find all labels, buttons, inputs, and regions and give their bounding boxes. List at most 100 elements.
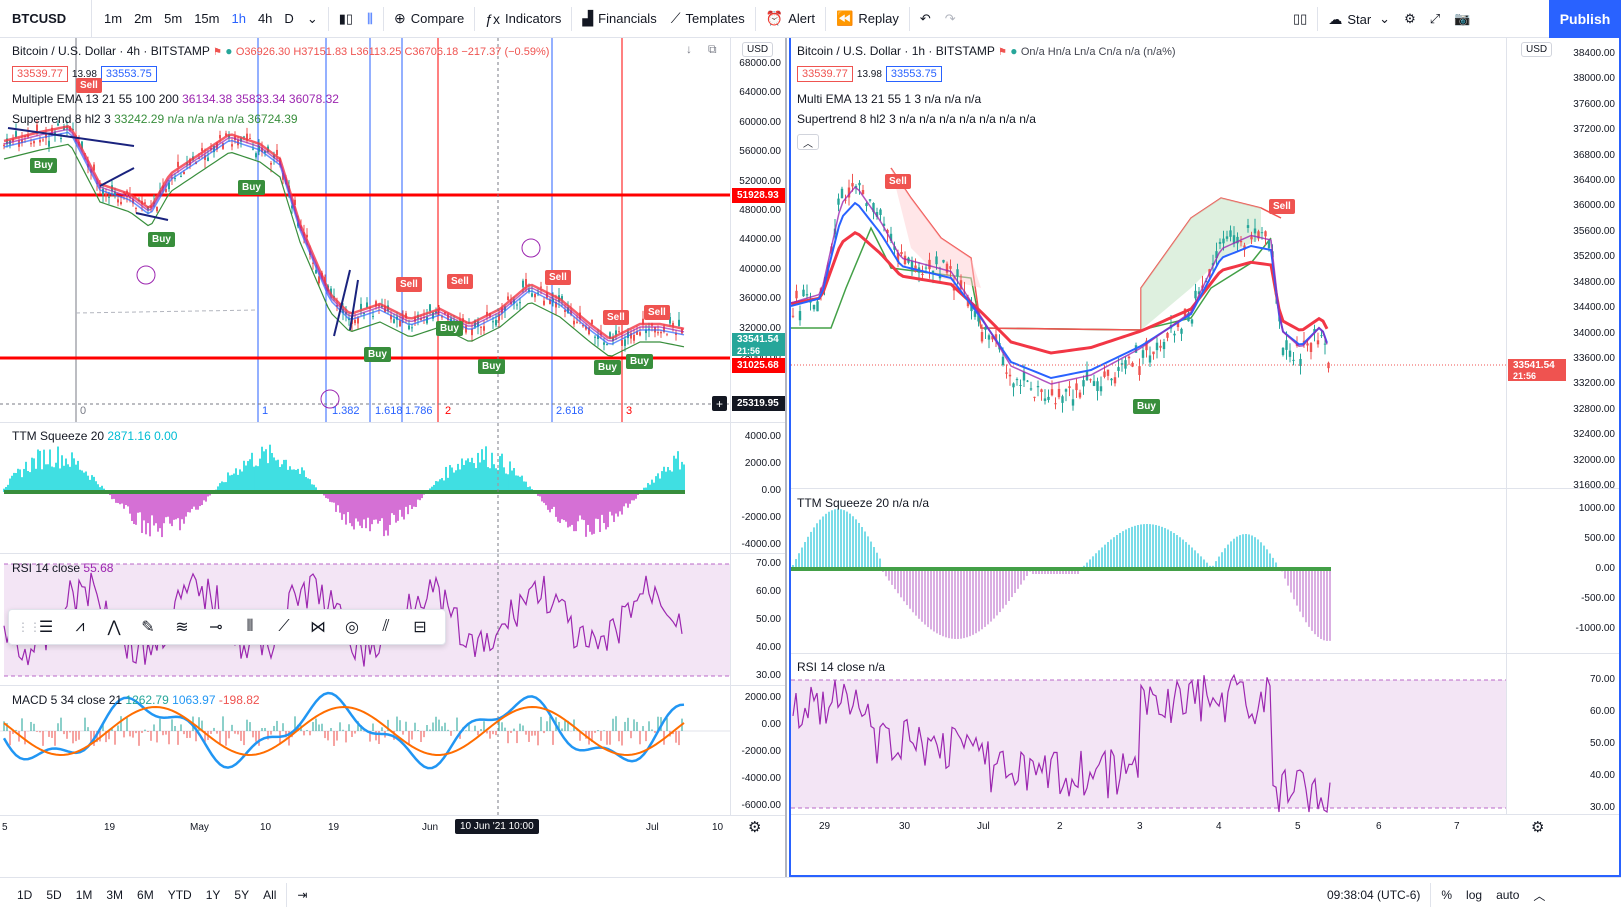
symbol-search[interactable]: BTCUSD bbox=[0, 0, 92, 38]
trend-line-icon[interactable]: ⟋ bbox=[278, 618, 290, 635]
left-macd-legend[interactable]: MACD 5 34 close 21 1262.79 1063.97 -198.… bbox=[12, 693, 260, 707]
alert-button[interactable]: ⏰ Alert bbox=[759, 0, 822, 38]
maximize-icon[interactable]: ⧉ bbox=[708, 42, 717, 56]
range-5y[interactable]: 5Y bbox=[234, 887, 250, 902]
right-bid-price[interactable]: 33539.77 bbox=[797, 66, 853, 82]
trend-line[interactable] bbox=[333, 269, 351, 337]
gear-icon[interactable]: ⚙ bbox=[1404, 11, 1416, 26]
templates-button[interactable]: ⟋ Templates bbox=[664, 0, 752, 38]
range-1y[interactable]: 1Y bbox=[205, 887, 221, 902]
parallel-channel-icon[interactable]: ⫽ bbox=[382, 618, 390, 635]
range-all[interactable]: All bbox=[263, 887, 277, 902]
elliott-wave-icon[interactable]: ⩘ bbox=[75, 618, 85, 635]
interval-1m[interactable]: 1m bbox=[104, 11, 123, 26]
range-5d[interactable]: 5D bbox=[46, 887, 62, 902]
trend-line[interactable] bbox=[349, 279, 359, 331]
publish-button[interactable]: Publish bbox=[1549, 0, 1621, 38]
financials-button[interactable]: ▟ Financials bbox=[575, 0, 663, 38]
horizontal-lines-icon[interactable]: ☰ bbox=[38, 619, 54, 636]
fib-retracement-icon[interactable]: ≋ bbox=[175, 619, 189, 636]
trend-line[interactable] bbox=[7, 127, 135, 147]
chevron-up-icon[interactable]: ︿ bbox=[1533, 888, 1546, 903]
range-1d[interactable]: 1D bbox=[17, 887, 33, 902]
interval-D[interactable]: D bbox=[284, 11, 294, 26]
collapse-legend-chevron-up-icon[interactable]: ︿ bbox=[797, 134, 819, 150]
replay-button[interactable]: ⏪ Replay bbox=[829, 0, 906, 38]
range-ytd[interactable]: YTD bbox=[167, 887, 192, 902]
clock-time[interactable]: 09:38:04 (UTC-6) bbox=[1327, 888, 1421, 902]
left-main-pane[interactable] bbox=[0, 38, 730, 423]
bar-style-icon[interactable]: ▮▯ bbox=[338, 10, 354, 26]
left-symbol-title[interactable]: Bitcoin / U.S. Dollar · 4h · BITSTAMP bbox=[12, 44, 210, 58]
left-rsi-legend[interactable]: RSI 14 close 55.68 bbox=[12, 561, 113, 575]
interval-1h[interactable]: 1h bbox=[231, 11, 246, 26]
left-currency-select[interactable]: USD bbox=[742, 42, 774, 57]
xabcd-pattern-icon[interactable]: ⋈ bbox=[310, 619, 326, 636]
drag-handle-icon[interactable]: ⋮⋮ bbox=[17, 620, 41, 634]
left-axis-settings-gear-icon[interactable]: ⚙ bbox=[748, 819, 762, 836]
interval-dropdown-icon[interactable]: ⌄ bbox=[306, 10, 318, 26]
right-symbol-title[interactable]: Bitcoin / U.S. Dollar · 1h · BITSTAMP bbox=[797, 44, 995, 58]
right-price-axis[interactable]: 38400.00 38000.00 37600.00 37200.00 36800.00… bbox=[1506, 38, 1619, 491]
candles-icon[interactable]: ⫼ bbox=[367, 10, 374, 26]
fullscreen-icon[interactable]: ⤢ bbox=[1429, 11, 1441, 26]
left-bid-price[interactable]: 33539.77 bbox=[12, 66, 68, 82]
right-st-legend[interactable]: Supertrend 8 hl2 3 n/a n/a n/a n/a n/a n… bbox=[797, 112, 1036, 126]
auto-toggle[interactable]: auto bbox=[1496, 888, 1520, 902]
camera-icon[interactable]: 📷 bbox=[1454, 11, 1471, 26]
interval-2m[interactable]: 2m bbox=[134, 11, 153, 26]
right-currency-select[interactable]: USD bbox=[1521, 42, 1553, 57]
left-macd-axis[interactable]: 2000.00 0.00 -2000.00 -4000.00 -6000.00 bbox=[730, 686, 785, 816]
right-ttm-axis[interactable]: 1000.00 500.00 0.00 -500.00 -1000.00 bbox=[1506, 489, 1619, 653]
arrow-down-icon[interactable]: ↓ bbox=[686, 42, 692, 56]
right-ema-legend[interactable]: Multi EMA 13 21 55 1 3 n/a n/a n/a bbox=[797, 92, 981, 106]
right-ttm-legend[interactable]: TTM Squeeze 20 n/a n/a bbox=[797, 496, 929, 510]
plus-icon[interactable]: + bbox=[712, 396, 727, 411]
wave-circle[interactable] bbox=[136, 265, 156, 285]
right-axis-settings-gear-icon[interactable]: ⚙ bbox=[1531, 819, 1545, 836]
interval-4h[interactable]: 4h bbox=[257, 11, 273, 26]
range-1m[interactable]: 1M bbox=[75, 887, 93, 902]
right-ask-price[interactable]: 33553.75 bbox=[885, 66, 942, 82]
left-macd-pane[interactable] bbox=[0, 686, 730, 816]
bars-pattern-icon[interactable]: ⫴ bbox=[246, 618, 254, 635]
date-range-icon[interactable]: ⇥ bbox=[297, 887, 308, 902]
range-6m[interactable]: 6M bbox=[137, 887, 154, 902]
left-ema-legend[interactable]: Multiple EMA 13 21 55 100 200 36134.38 3… bbox=[12, 92, 339, 106]
right-main-pane[interactable] bbox=[791, 38, 1506, 488]
range-3m[interactable]: 3M bbox=[106, 887, 124, 902]
star-button[interactable]: ☁ Star ⌄ bbox=[1321, 0, 1397, 38]
trend-line[interactable] bbox=[99, 167, 135, 187]
abc-pattern-icon[interactable]: ⋀ bbox=[107, 619, 121, 636]
sell-signal-tag: Sell bbox=[76, 78, 102, 93]
fib-spiral-icon[interactable]: ◎ bbox=[345, 619, 359, 636]
interval-15m[interactable]: 15m bbox=[194, 11, 220, 26]
left-ttm-pane[interactable] bbox=[0, 423, 730, 553]
candle bbox=[1029, 388, 1033, 390]
redo-icon[interactable]: ↷ bbox=[944, 10, 956, 26]
right-rsi-axis[interactable]: 70.00 60.00 50.00 40.00 30.00 bbox=[1506, 654, 1619, 814]
log-toggle[interactable]: log bbox=[1466, 888, 1483, 902]
horizontal-ray-icon[interactable]: ⊸ bbox=[209, 619, 223, 636]
wave-circle[interactable] bbox=[521, 238, 541, 258]
date-range-icon[interactable]: ⊟ bbox=[413, 619, 427, 636]
compare-button[interactable]: ⊕ Compare bbox=[387, 0, 471, 38]
left-ask-price[interactable]: 33553.75 bbox=[100, 66, 157, 82]
left-rsi-axis[interactable]: 70.00 60.00 50.00 40.00 30.00 bbox=[730, 554, 785, 686]
indicators-button[interactable]: ƒx Indicators bbox=[478, 0, 568, 38]
right-rsi-legend[interactable]: RSI 14 close n/a bbox=[797, 660, 885, 674]
pencil-icon[interactable]: ✎ bbox=[141, 619, 155, 636]
right-time-axis[interactable]: 29 30 Jul 2 3 4 5 6 7 bbox=[791, 815, 1506, 839]
interval-5m[interactable]: 5m bbox=[164, 11, 183, 26]
left-time-axis[interactable]: 519May1019Jun14Jul10 bbox=[0, 816, 730, 840]
left-ttm-axis[interactable]: 4000.00 2000.00 0.00 -2000.00 -4000.00 bbox=[730, 423, 785, 553]
right-ttm-pane[interactable] bbox=[791, 489, 1506, 653]
layout-icon[interactable]: ▯▯ bbox=[1293, 11, 1308, 26]
wave-circle[interactable] bbox=[320, 389, 340, 409]
left-ttm-legend[interactable]: TTM Squeeze 20 2871.16 0.00 bbox=[12, 429, 177, 443]
trend-line[interactable] bbox=[135, 212, 169, 221]
percent-toggle[interactable]: % bbox=[1441, 888, 1453, 902]
undo-icon[interactable]: ↶ bbox=[919, 10, 931, 26]
left-st-legend[interactable]: Supertrend 8 hl2 3 33242.29 n/a n/a n/a … bbox=[12, 112, 298, 126]
right-rsi-pane[interactable] bbox=[791, 654, 1506, 814]
